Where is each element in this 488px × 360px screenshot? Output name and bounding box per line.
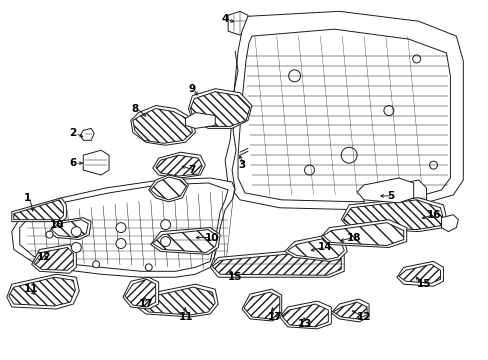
Text: 11: 11 xyxy=(178,312,193,322)
Text: 15: 15 xyxy=(228,272,242,282)
Polygon shape xyxy=(393,180,426,210)
Polygon shape xyxy=(242,289,281,321)
Polygon shape xyxy=(136,284,218,317)
Polygon shape xyxy=(139,287,215,315)
Polygon shape xyxy=(14,200,63,220)
Polygon shape xyxy=(331,299,368,322)
Polygon shape xyxy=(83,150,109,175)
Text: 13: 13 xyxy=(297,319,311,329)
Polygon shape xyxy=(185,113,215,129)
Polygon shape xyxy=(155,155,202,176)
Text: 16: 16 xyxy=(426,210,440,220)
Polygon shape xyxy=(287,238,344,260)
Polygon shape xyxy=(12,178,235,277)
Polygon shape xyxy=(238,29,449,202)
Polygon shape xyxy=(441,215,457,231)
Circle shape xyxy=(116,239,126,248)
Text: 10: 10 xyxy=(49,220,64,230)
Polygon shape xyxy=(364,185,396,208)
Polygon shape xyxy=(284,235,346,261)
Polygon shape xyxy=(34,247,73,270)
Polygon shape xyxy=(188,89,251,129)
Text: 12: 12 xyxy=(356,312,371,322)
Text: 2: 2 xyxy=(69,129,77,138)
Polygon shape xyxy=(131,105,195,145)
Text: 7: 7 xyxy=(188,165,195,175)
Polygon shape xyxy=(212,251,341,275)
Polygon shape xyxy=(122,277,158,309)
Polygon shape xyxy=(9,277,75,306)
Polygon shape xyxy=(396,261,443,286)
Text: 14: 14 xyxy=(317,243,331,252)
Circle shape xyxy=(93,261,100,268)
Circle shape xyxy=(71,243,81,252)
Circle shape xyxy=(116,223,126,233)
Text: 10: 10 xyxy=(205,233,219,243)
Polygon shape xyxy=(152,152,205,178)
Polygon shape xyxy=(12,198,66,222)
Polygon shape xyxy=(32,244,76,273)
Text: 6: 6 xyxy=(69,158,77,168)
Polygon shape xyxy=(356,178,413,203)
Text: 18: 18 xyxy=(346,233,361,243)
Polygon shape xyxy=(323,223,403,246)
Polygon shape xyxy=(333,302,366,319)
Text: 17: 17 xyxy=(139,299,153,309)
Polygon shape xyxy=(152,230,218,252)
Text: 12: 12 xyxy=(37,252,51,262)
Text: 1: 1 xyxy=(24,193,31,203)
Polygon shape xyxy=(190,92,249,126)
Polygon shape xyxy=(341,198,446,231)
Text: 17: 17 xyxy=(267,312,282,322)
Polygon shape xyxy=(133,109,192,143)
Text: 8: 8 xyxy=(131,104,138,113)
Polygon shape xyxy=(148,175,188,202)
Polygon shape xyxy=(228,11,247,35)
Text: 15: 15 xyxy=(416,279,430,289)
Text: 3: 3 xyxy=(238,160,245,170)
Circle shape xyxy=(161,237,170,247)
Circle shape xyxy=(46,231,53,238)
Polygon shape xyxy=(49,218,91,239)
Polygon shape xyxy=(224,11,462,210)
Polygon shape xyxy=(281,304,327,327)
Polygon shape xyxy=(244,292,279,319)
Polygon shape xyxy=(210,247,344,277)
Polygon shape xyxy=(398,264,440,283)
Polygon shape xyxy=(80,129,94,140)
Text: 4: 4 xyxy=(221,14,228,24)
Text: 5: 5 xyxy=(386,191,393,201)
Polygon shape xyxy=(150,228,220,255)
Text: 9: 9 xyxy=(188,84,195,94)
Polygon shape xyxy=(7,274,79,309)
Polygon shape xyxy=(150,177,186,200)
Polygon shape xyxy=(51,220,88,238)
Text: 11: 11 xyxy=(24,284,38,294)
Circle shape xyxy=(161,220,170,230)
Circle shape xyxy=(145,264,152,271)
Polygon shape xyxy=(343,200,443,230)
Circle shape xyxy=(71,227,81,237)
Polygon shape xyxy=(279,301,331,329)
Polygon shape xyxy=(321,220,406,247)
Polygon shape xyxy=(20,183,228,271)
Polygon shape xyxy=(124,279,155,307)
